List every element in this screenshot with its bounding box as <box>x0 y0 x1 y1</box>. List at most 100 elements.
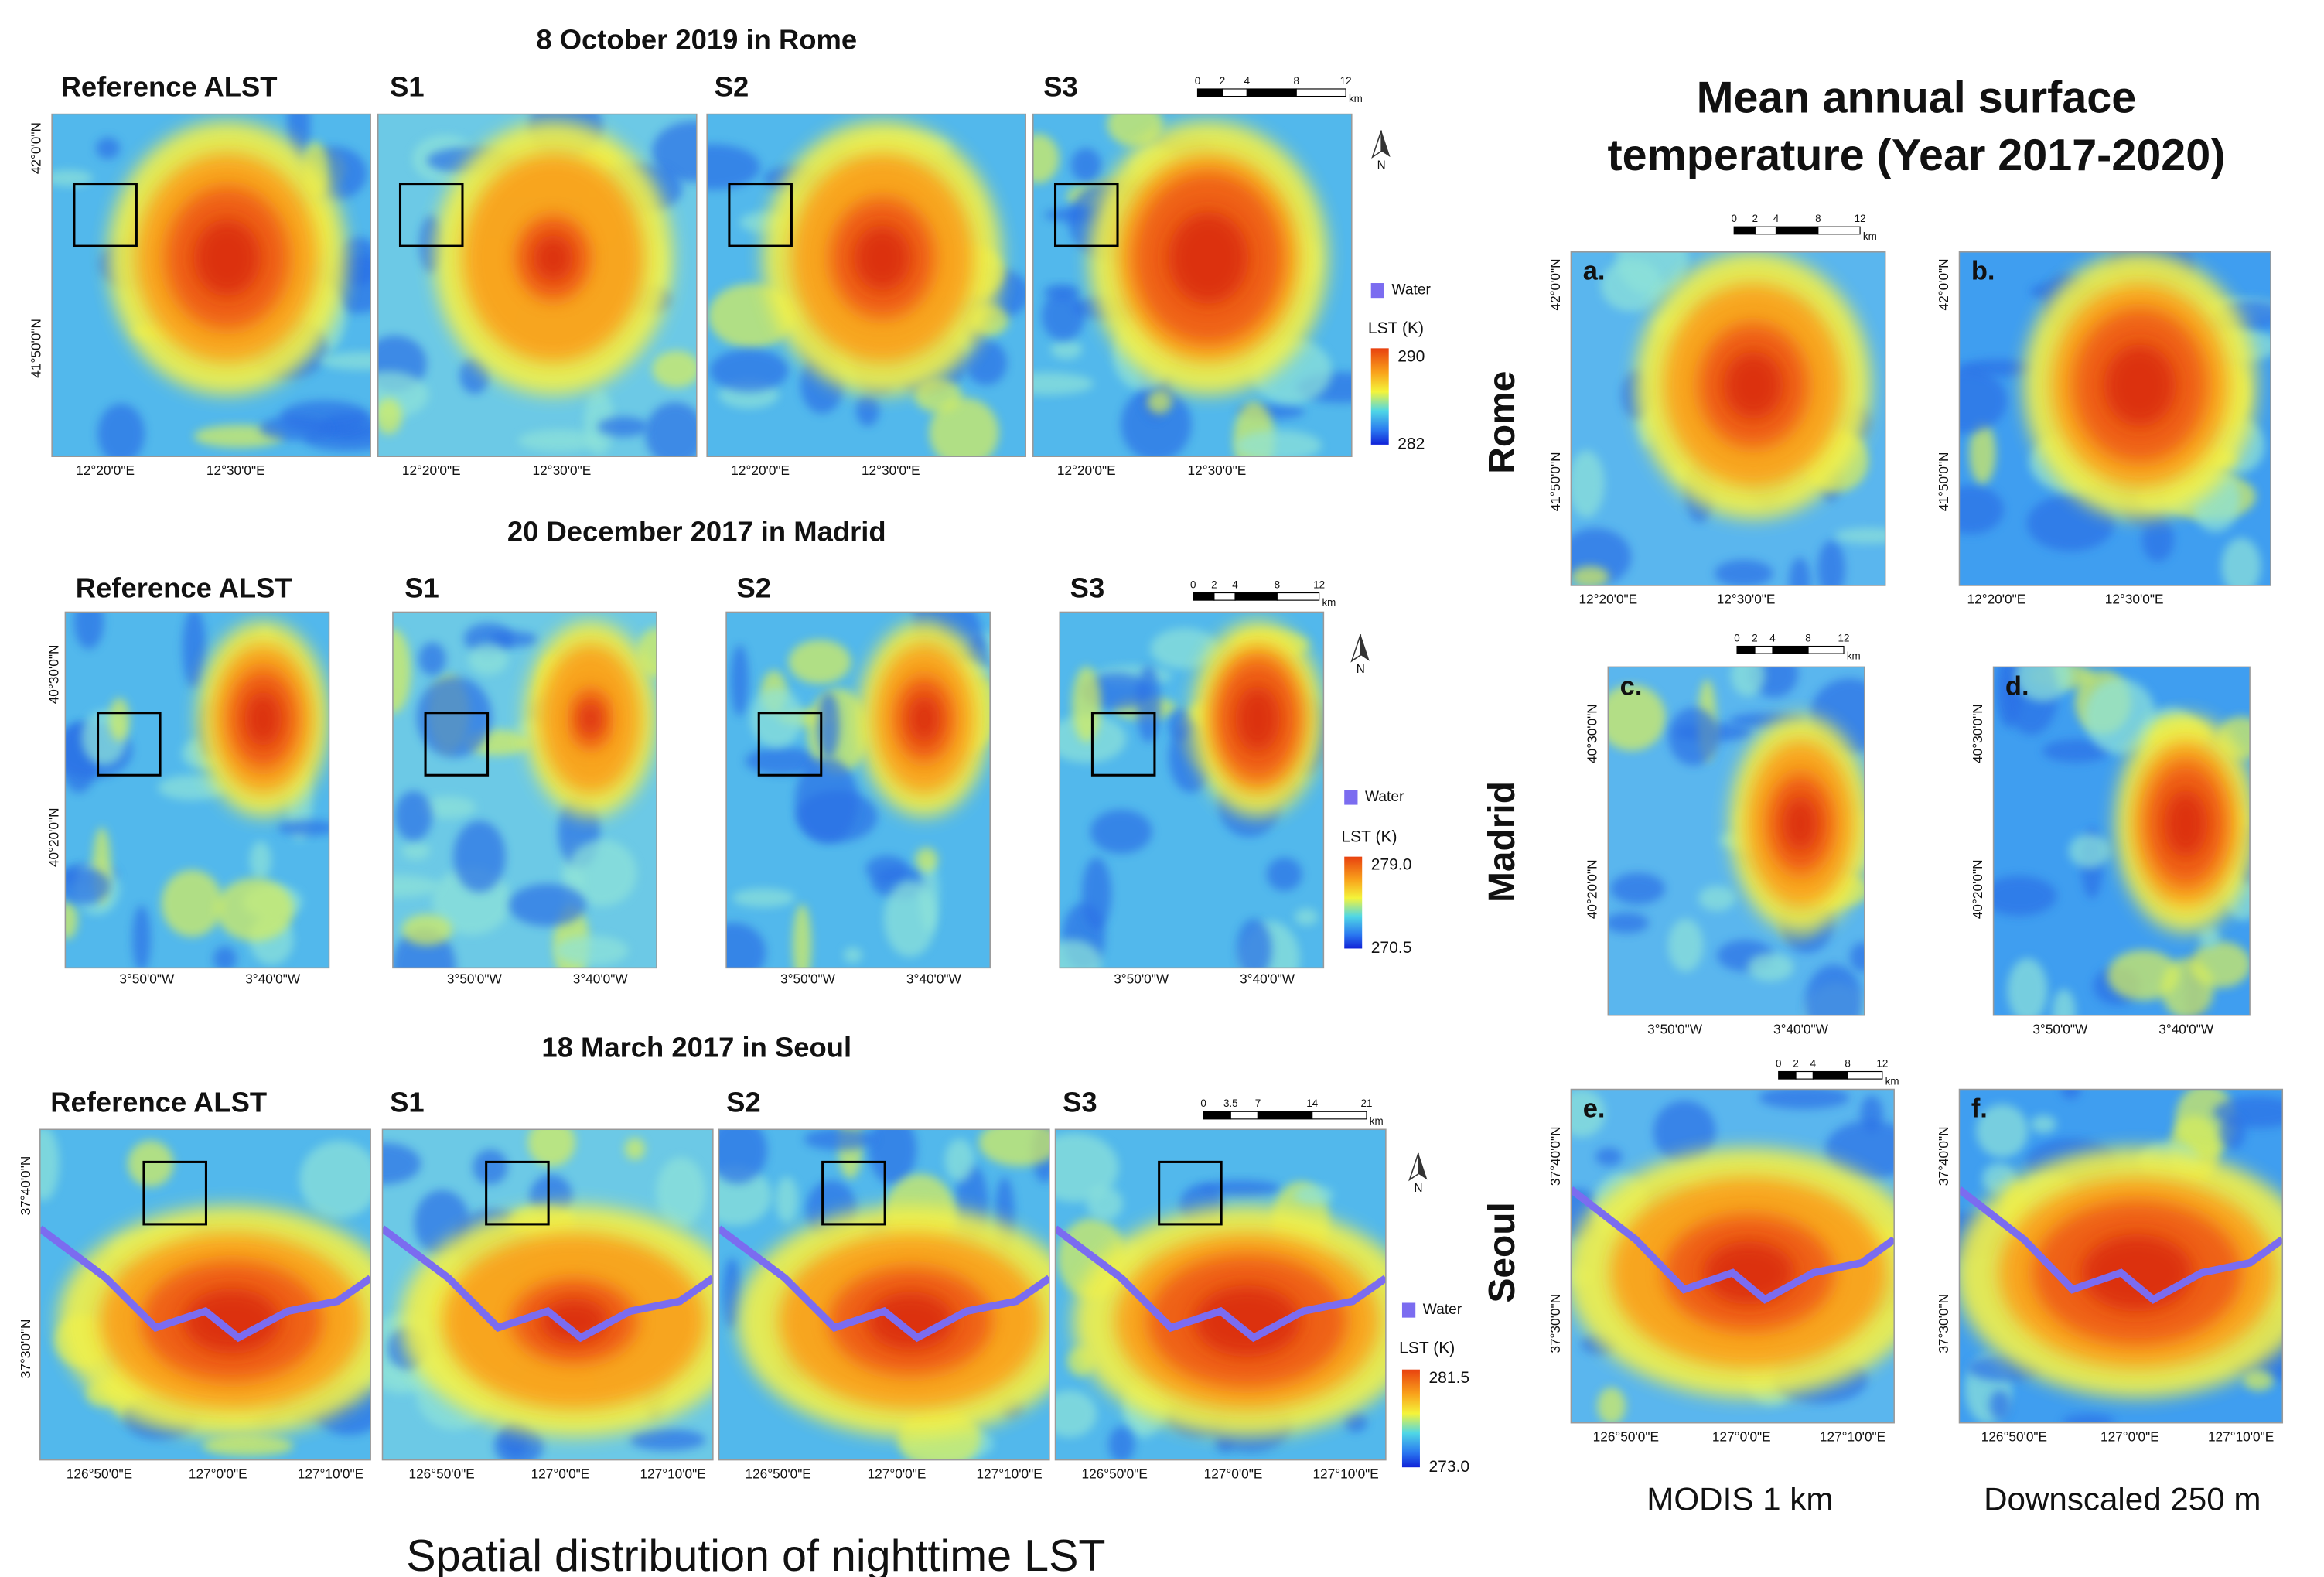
scale-segment <box>1214 593 1235 601</box>
lat-label: 37°40'0"N <box>1548 1126 1563 1186</box>
map-texture <box>2107 950 2179 1000</box>
legend-title: LST (K) <box>1368 319 1424 337</box>
heat-map <box>1554 1087 1930 1425</box>
map-texture <box>216 878 294 941</box>
map-texture <box>1601 259 1663 311</box>
right-title: Mean annual surface <box>1697 73 2137 122</box>
map-texture <box>884 880 936 957</box>
panel-label: c. <box>1620 671 1643 701</box>
scale-tick-label: 21 <box>1360 1097 1372 1109</box>
urban-heat <box>909 695 940 742</box>
right-title: temperature (Year 2017-2020) <box>1607 131 2225 180</box>
scale-tick-label: 12 <box>1340 75 1352 87</box>
map-texture <box>2069 834 2110 869</box>
legend-min: 273.0 <box>1428 1458 1469 1476</box>
column-label: Downscaled 250 m <box>1984 1480 2261 1517</box>
scale-segment <box>1818 227 1860 234</box>
lon-label: 127°10'0"E <box>2208 1429 2274 1444</box>
urban-heat <box>854 225 911 290</box>
map-texture <box>1200 1180 1281 1196</box>
scale-tick-label: 2 <box>1211 579 1217 591</box>
lon-label: 12°20'0"E <box>1967 592 2026 607</box>
lon-label: 12°30'0"E <box>1717 592 1776 607</box>
scale-tick-label: 8 <box>1294 75 1299 87</box>
scale-tick-label: 8 <box>1805 632 1810 643</box>
map-texture <box>128 1141 173 1186</box>
legend-water: Water <box>1423 1302 1462 1318</box>
map-texture <box>2008 958 2048 1022</box>
map-texture <box>473 1149 508 1184</box>
scale-tick-label: 12 <box>1855 213 1866 224</box>
scale-segment <box>1737 647 1755 654</box>
scale-segment <box>1258 1111 1312 1119</box>
lon-label: 3°40'0"W <box>1240 971 1295 986</box>
map-texture <box>1921 368 2007 433</box>
lon-label: 127°10'0"E <box>1312 1466 1378 1481</box>
scale-unit: km <box>1885 1075 1899 1087</box>
lon-label: 127°0'0"E <box>1204 1466 1263 1481</box>
panel-label: a. <box>1583 257 1606 286</box>
scale-tick-label: 4 <box>1232 579 1238 591</box>
lon-label: 3°40'0"W <box>906 971 962 986</box>
urban-heat <box>1724 352 1783 419</box>
map-texture <box>418 643 445 676</box>
legend-water: Water <box>1392 282 1432 299</box>
scale-tick-label: 7 <box>1255 1097 1261 1109</box>
map-texture <box>453 821 505 893</box>
panel-title: S3 <box>1070 572 1105 603</box>
heat-map <box>1041 612 1328 997</box>
lon-label: 127°0'0"E <box>1712 1429 1771 1444</box>
heat-map <box>44 84 408 463</box>
scale-segment <box>1773 647 1808 654</box>
map-texture <box>1082 858 1111 930</box>
lon-label: 127°10'0"E <box>640 1466 705 1481</box>
scale-tick-label: 0 <box>1731 213 1736 224</box>
map-texture <box>1698 886 1735 911</box>
heat-map <box>1982 649 2265 1034</box>
panel-title: S1 <box>390 1086 425 1118</box>
urban-heat <box>2164 790 2207 858</box>
map-texture <box>1597 1388 1626 1425</box>
map-texture <box>132 906 151 972</box>
map-texture <box>1595 1148 1622 1166</box>
panel-title: S2 <box>715 71 749 103</box>
lon-label: 3°50'0"W <box>447 971 503 986</box>
legend-max: 279.0 <box>1371 856 1412 874</box>
lon-label: 12°30'0"E <box>206 463 265 478</box>
map-texture <box>2142 517 2174 562</box>
lon-label: 126°50'0"E <box>746 1466 811 1481</box>
map-texture <box>795 758 858 843</box>
urban-heat <box>1235 686 1279 752</box>
scale-segment <box>1222 89 1247 97</box>
urban-heat <box>533 235 573 281</box>
lon-label: 3°50'0"W <box>119 971 175 986</box>
map-texture <box>183 608 206 688</box>
scale-tick-label: 4 <box>1769 632 1776 643</box>
lat-label: 42°0'0"N <box>29 122 44 174</box>
panel-title: S1 <box>390 71 425 103</box>
lon-label: 126°50'0"E <box>1082 1466 1148 1481</box>
urban-heat <box>244 691 282 746</box>
map-texture <box>866 855 909 882</box>
heat-map <box>28 1126 405 1460</box>
lon-label: 3°50'0"W <box>780 971 836 986</box>
scale-tick-label: 0 <box>1190 579 1196 591</box>
map-texture <box>278 820 337 835</box>
map-texture <box>299 1141 379 1218</box>
scale-segment <box>1235 593 1277 601</box>
row-name: Seoul <box>1482 1202 1523 1302</box>
map-texture <box>2061 1081 2080 1100</box>
map-texture <box>2031 1115 2056 1133</box>
scale-segment <box>1776 227 1818 234</box>
panel-label: d. <box>2005 671 2029 701</box>
map-texture <box>625 1138 645 1159</box>
heat-map <box>1598 650 1889 1044</box>
lon-label: 12°30'0"E <box>1188 463 1247 478</box>
lat-label: 42°0'0"N <box>1936 258 1951 310</box>
map-texture <box>2220 1115 2246 1149</box>
map-texture <box>96 138 120 159</box>
scale-tick-label: 8 <box>1845 1057 1850 1069</box>
scale-tick-label: 2 <box>1752 213 1758 224</box>
row-title: 8 October 2019 in Rome <box>536 23 857 55</box>
lon-label: 3°50'0"W <box>1114 971 1169 986</box>
